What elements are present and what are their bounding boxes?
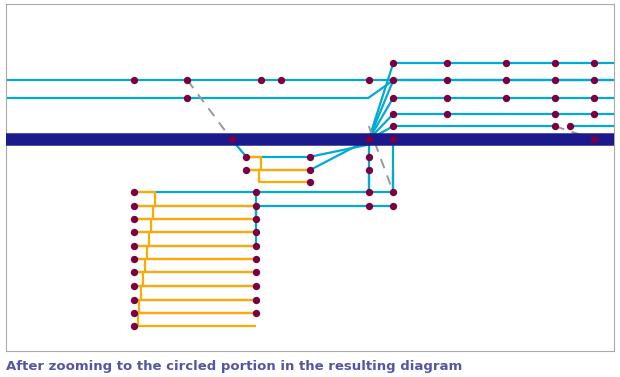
Point bbox=[388, 60, 398, 66]
Point bbox=[442, 95, 452, 101]
Point bbox=[128, 269, 138, 275]
Point bbox=[589, 95, 599, 101]
Point bbox=[128, 256, 138, 262]
Point bbox=[251, 310, 261, 316]
Point bbox=[305, 154, 315, 160]
Point bbox=[364, 77, 374, 83]
Point bbox=[442, 60, 452, 66]
Point bbox=[128, 190, 138, 196]
Point bbox=[227, 136, 237, 143]
Point bbox=[251, 242, 261, 248]
Point bbox=[251, 229, 261, 235]
Point bbox=[442, 111, 452, 117]
Point bbox=[251, 297, 261, 303]
Point bbox=[388, 77, 398, 83]
Point bbox=[241, 167, 251, 173]
Point bbox=[501, 95, 511, 101]
Point bbox=[251, 216, 261, 222]
Point bbox=[388, 95, 398, 101]
Point bbox=[364, 154, 374, 160]
Point bbox=[388, 203, 398, 209]
Point bbox=[251, 190, 261, 196]
Point bbox=[128, 229, 138, 235]
Point bbox=[251, 256, 261, 262]
Point bbox=[182, 77, 192, 83]
Point bbox=[128, 242, 138, 248]
Point bbox=[589, 77, 599, 83]
Point bbox=[241, 154, 251, 160]
Point bbox=[364, 167, 374, 173]
Point bbox=[589, 136, 599, 143]
Point bbox=[276, 77, 286, 83]
Point bbox=[501, 77, 511, 83]
Point bbox=[388, 136, 398, 143]
Point bbox=[550, 95, 560, 101]
Point bbox=[550, 111, 560, 117]
Point bbox=[128, 77, 138, 83]
Point bbox=[589, 111, 599, 117]
Point bbox=[364, 136, 374, 143]
Point bbox=[550, 123, 560, 129]
Point bbox=[305, 167, 315, 173]
Point bbox=[501, 60, 511, 66]
Point bbox=[128, 216, 138, 222]
Point bbox=[128, 323, 138, 329]
Text: After zooming to the circled portion in the resulting diagram: After zooming to the circled portion in … bbox=[6, 360, 463, 373]
Point bbox=[128, 297, 138, 303]
Point bbox=[305, 179, 315, 185]
Point bbox=[256, 77, 266, 83]
Point bbox=[565, 123, 575, 129]
Point bbox=[388, 111, 398, 117]
Point bbox=[128, 310, 138, 316]
Point bbox=[442, 77, 452, 83]
Point bbox=[182, 95, 192, 101]
Point bbox=[251, 269, 261, 275]
Point bbox=[364, 203, 374, 209]
Point bbox=[388, 190, 398, 196]
Point bbox=[128, 284, 138, 290]
Point bbox=[388, 123, 398, 129]
Point bbox=[364, 190, 374, 196]
Point bbox=[550, 60, 560, 66]
Point bbox=[550, 77, 560, 83]
Point bbox=[251, 284, 261, 290]
Point bbox=[128, 203, 138, 209]
Point bbox=[589, 60, 599, 66]
Point bbox=[251, 203, 261, 209]
